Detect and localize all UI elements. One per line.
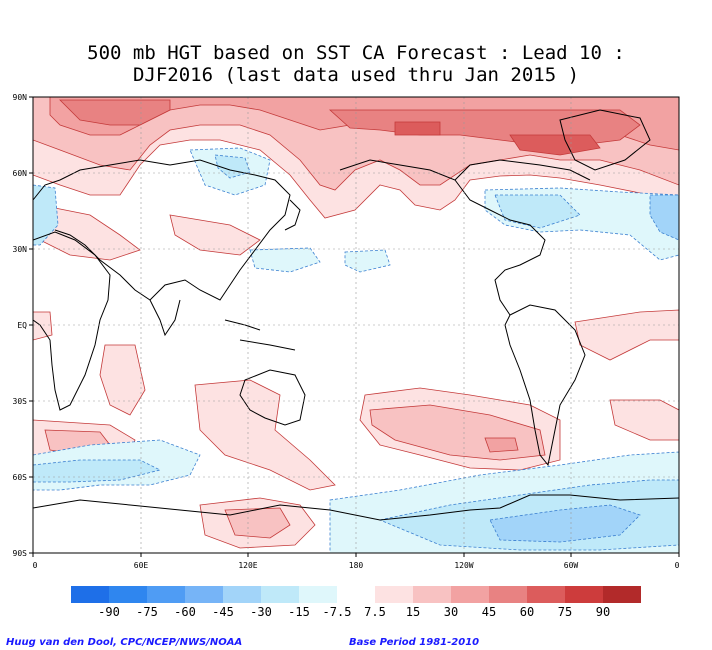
colorbar-swatch: [603, 586, 641, 603]
colorbar-swatch: [185, 586, 223, 603]
colorbar-label: -7.5: [323, 605, 352, 619]
colorbar-label: 30: [444, 605, 458, 619]
colorbar-label: 7.5: [364, 605, 386, 619]
lat-label: 30S: [13, 397, 28, 406]
colorbar-swatch: [223, 586, 261, 603]
lat-label: 90S: [13, 549, 28, 558]
grid-lines: [33, 97, 679, 553]
credit-footer: Huug van den Dool, CPC/NCEP/NWS/NOAA: [6, 637, 243, 648]
colorbar-swatch: [565, 586, 603, 603]
colorbar-swatch: [147, 586, 185, 603]
colorbar-label: 15: [406, 605, 420, 619]
colorbar-labels: -90 -75 -60 -45 -30 -15 -7.5 7.5 15 30 4…: [98, 605, 610, 619]
lat-label: 60S: [13, 473, 28, 482]
colorbar-swatch: [451, 586, 489, 603]
colorbar: [71, 586, 641, 603]
lon-label: 120E: [238, 561, 257, 570]
colorbar-swatch: [109, 586, 147, 603]
colorbar-label: -90: [98, 605, 120, 619]
lat-label: 90N: [13, 93, 28, 102]
longitude-labels: 0 60E 120E 180 120W 60W 0: [33, 561, 680, 570]
lon-label: 60W: [564, 561, 579, 570]
colorbar-swatch: [413, 586, 451, 603]
colorbar-label: -45: [212, 605, 234, 619]
lat-label: EQ: [17, 321, 27, 330]
lat-label: 60N: [13, 169, 28, 178]
colorbar-label: 45: [482, 605, 496, 619]
colorbar-label: 75: [558, 605, 572, 619]
colorbar-label: -15: [288, 605, 310, 619]
colorbar-swatch: [337, 586, 375, 603]
colorbar-label: 90: [596, 605, 610, 619]
latitude-labels: 90N 60N 30N EQ 30S 60S 90S: [13, 93, 28, 558]
colorbar-label: -60: [174, 605, 196, 619]
lat-label: 30N: [13, 245, 28, 254]
base-period-footer: Base Period 1981-2010: [349, 637, 480, 648]
colorbar-swatch: [527, 586, 565, 603]
map-title-line-2: DJF2016 (last data used thru Jan 2015 ): [132, 64, 580, 86]
colorbar-swatch: [489, 586, 527, 603]
lon-label: 180: [349, 561, 364, 570]
colorbar-swatch: [261, 586, 299, 603]
lon-label: 0: [675, 561, 680, 570]
colorbar-swatch: [71, 586, 109, 603]
axis-ticks: [29, 96, 680, 557]
lon-label: 120W: [454, 561, 473, 570]
colorbar-label: 60: [520, 605, 534, 619]
lon-label: 0: [33, 561, 38, 570]
colorbar-label: -30: [250, 605, 272, 619]
colorbar-swatch: [299, 586, 337, 603]
coastlines: [33, 109, 679, 521]
colorbar-label: -75: [136, 605, 158, 619]
colorbar-swatch: [375, 586, 413, 603]
map-title-line-1: 500 mb HGT based on SST CA Forecast : Le…: [87, 42, 625, 64]
lon-label: 60E: [134, 561, 149, 570]
